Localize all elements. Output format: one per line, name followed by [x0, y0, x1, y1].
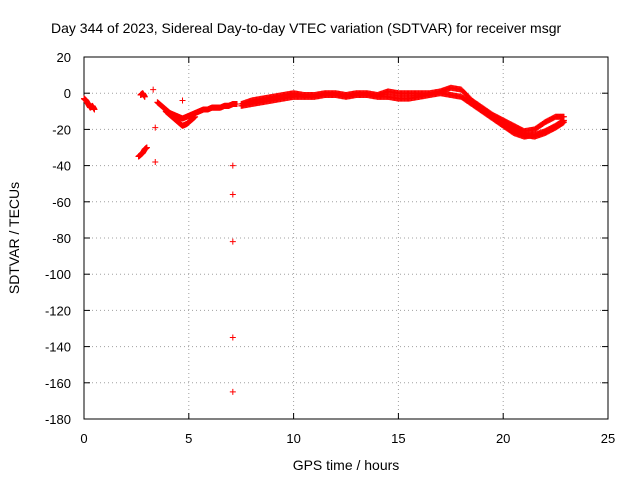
y-tick-label: -40 — [52, 159, 71, 174]
y-axis-label: SDTVAR / TECUs — [6, 182, 22, 294]
y-tick-label: -80 — [52, 231, 71, 246]
y-tick-label: -60 — [52, 195, 71, 210]
outlier-point — [229, 238, 236, 245]
grid-lines — [84, 57, 608, 419]
outlier-point — [229, 162, 236, 169]
data-point — [192, 113, 199, 120]
x-tick-label: 25 — [601, 431, 615, 446]
x-tick-label: 20 — [496, 431, 510, 446]
y-tick-label: -20 — [52, 122, 71, 137]
y-tick-label: -160 — [45, 376, 71, 391]
x-tick-label: 5 — [185, 431, 192, 446]
axis-ticks: 0 5 10 15 20 25 20 0 -20 -40 -60 -80 -100 -120 -140 -16… — [45, 50, 615, 446]
chart-title: Day 344 of 2023, Sidereal Day-to-day VTE… — [51, 20, 561, 36]
y-tick-label: 20 — [57, 50, 71, 65]
outlier-point — [229, 191, 236, 198]
data-point — [560, 119, 567, 126]
data-point — [141, 93, 148, 100]
outlier-point — [179, 97, 186, 104]
x-tick-label: 0 — [80, 431, 87, 446]
x-tick-label: 10 — [286, 431, 300, 446]
outlier-point — [152, 158, 159, 165]
plot-frame — [83, 56, 609, 420]
data-point — [143, 144, 150, 151]
outlier-point — [229, 388, 236, 395]
outlier-point — [152, 124, 159, 131]
data-points — [81, 84, 567, 395]
y-tick-label: -140 — [45, 340, 71, 355]
y-tick-label: -120 — [45, 303, 71, 318]
outlier-point — [150, 86, 157, 93]
y-tick-label: 0 — [64, 86, 71, 101]
x-axis-label: GPS time / hours — [293, 457, 400, 473]
x-tick-label: 15 — [391, 431, 405, 446]
y-tick-label: -100 — [45, 267, 71, 282]
data-point — [91, 106, 98, 113]
y-tick-label: -180 — [45, 412, 71, 427]
outlier-point — [229, 334, 236, 341]
